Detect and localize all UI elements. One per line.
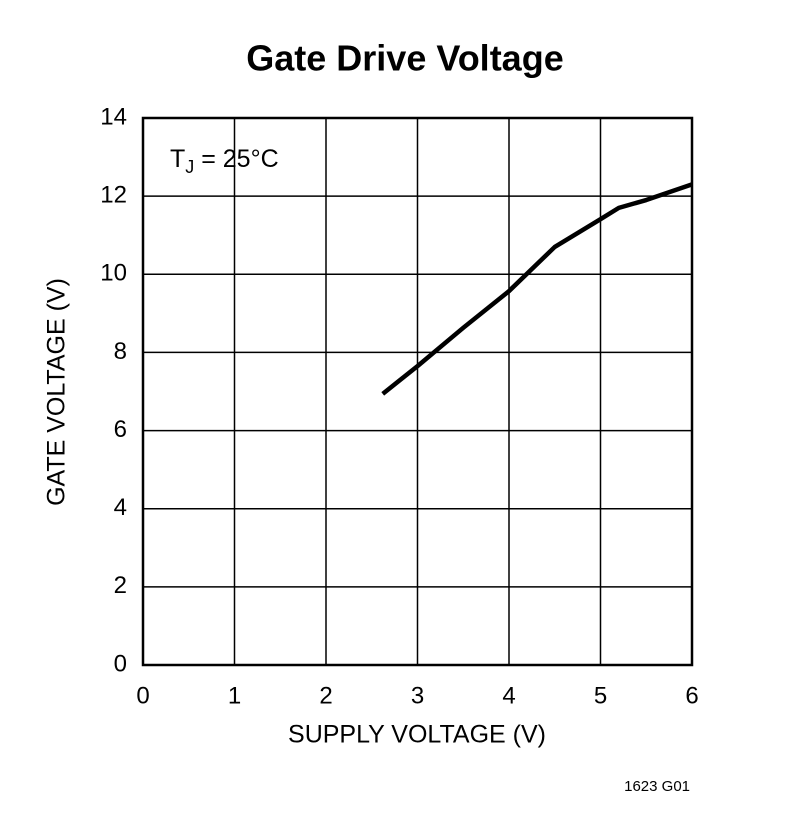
- chart-title: Gate Drive Voltage: [246, 38, 563, 79]
- x-tick-label: 0: [136, 682, 149, 709]
- annotation: TJ = 25°C: [170, 145, 279, 177]
- y-tick-label: 10: [100, 260, 127, 287]
- x-tick-label: 6: [685, 682, 698, 709]
- y-tick-label: 2: [114, 572, 127, 599]
- annotation-main: T: [170, 145, 185, 173]
- x-tick-label: 2: [319, 682, 332, 709]
- y-tick-label: 6: [114, 416, 127, 443]
- annotation-rest: = 25°C: [194, 145, 278, 173]
- y-axis-label: GATE VOLTAGE (V): [43, 278, 71, 506]
- x-tick-label: 5: [594, 682, 607, 709]
- x-tick-label: 4: [502, 682, 515, 709]
- x-tick-label: 3: [411, 682, 424, 709]
- footnote: 1623 G01: [624, 778, 690, 795]
- plot-frame: [141, 116, 694, 667]
- y-tick-label: 8: [114, 338, 127, 365]
- y-tick-label: 12: [100, 181, 127, 208]
- y-tick-label: 0: [114, 650, 127, 677]
- y-tick-label: 14: [100, 103, 127, 130]
- data-line: [381, 182, 693, 396]
- x-axis-label: SUPPLY VOLTAGE (V): [288, 721, 546, 749]
- annotation-sub: J: [185, 157, 194, 177]
- y-tick-label: 4: [114, 494, 127, 521]
- x-tick-label: 1: [228, 682, 241, 709]
